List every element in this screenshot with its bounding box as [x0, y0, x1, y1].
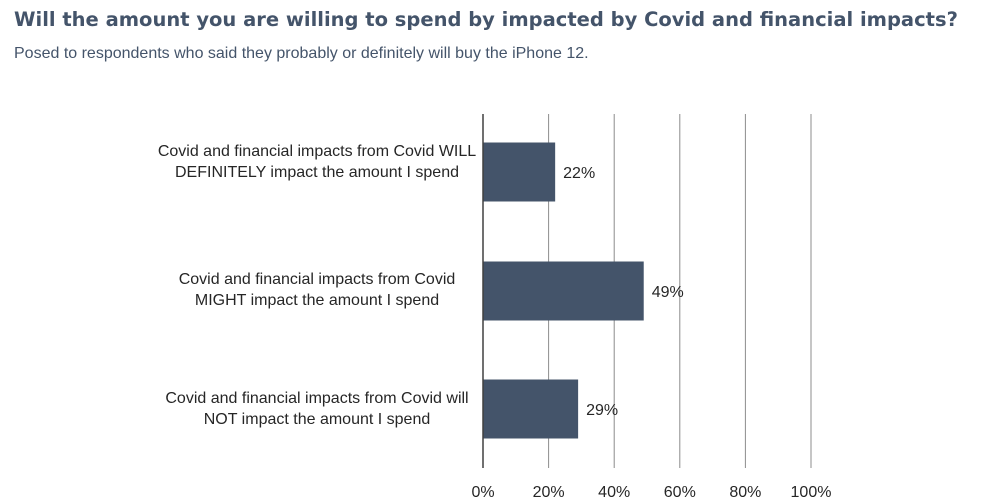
x-tick-label-80: 80%: [729, 484, 761, 501]
bar-2: [483, 379, 579, 439]
x-tick-label-20: 20%: [533, 484, 565, 501]
x-tick-label-60: 60%: [664, 484, 696, 501]
data-label-1: 49%: [652, 284, 684, 301]
bar-0: [483, 142, 556, 202]
category-label-might: Covid and financial impacts from Covid M…: [178, 271, 456, 309]
data-label-0: 22%: [563, 165, 595, 182]
x-tick-label-40: 40%: [598, 484, 630, 501]
category-label-definitely: Covid and financial impacts from Covid W…: [157, 143, 477, 181]
chart-subtitle: Posed to respondents who said they proba…: [14, 45, 589, 62]
x-tick-label-0: 0%: [471, 484, 494, 501]
data-label-2: 29%: [586, 402, 618, 419]
chart-title: Will the amount you are willing to spend…: [14, 8, 958, 31]
bar-1: [483, 261, 644, 321]
category-label-not: Covid and financial impacts from Covid w…: [165, 390, 469, 428]
x-tick-label-100: 100%: [791, 484, 832, 501]
